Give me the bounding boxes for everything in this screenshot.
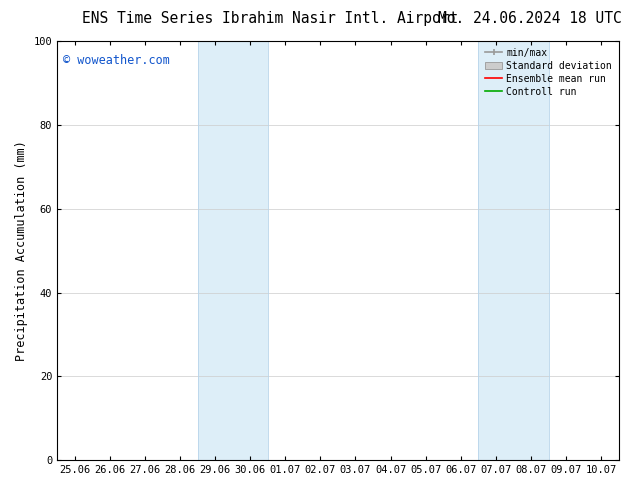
Bar (198, 41, 268, 460)
Y-axis label: Precipitation Accumulation (mm): Precipitation Accumulation (mm) (15, 140, 28, 361)
Text: Mo. 24.06.2024 18 UTC: Mo. 24.06.2024 18 UTC (437, 11, 621, 26)
Bar (478, 41, 548, 460)
Legend: min/max, Standard deviation, Ensemble mean run, Controll run: min/max, Standard deviation, Ensemble me… (483, 46, 614, 98)
Text: ENS Time Series Ibrahim Nasir Intl. Airport: ENS Time Series Ibrahim Nasir Intl. Airp… (82, 11, 458, 26)
Text: © woweather.com: © woweather.com (63, 53, 170, 67)
